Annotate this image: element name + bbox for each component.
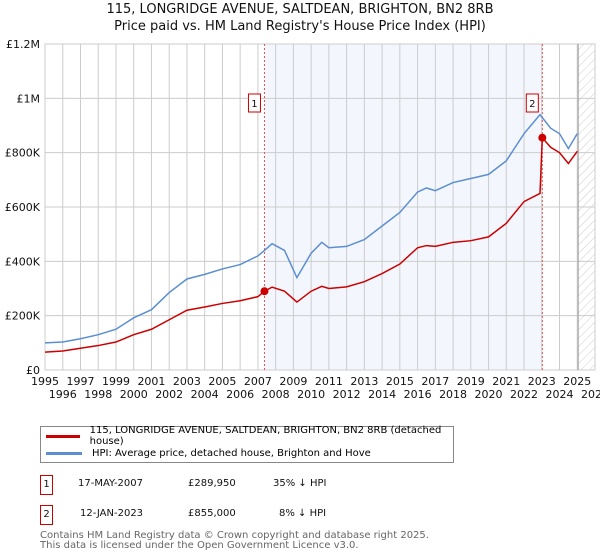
y-tick-label: £800K [5, 147, 41, 160]
x-tick-label: 2007 [244, 375, 272, 388]
transaction-hpi: 8% ↓ HPI [279, 508, 327, 519]
x-tick-label: 2013 [350, 375, 378, 388]
y-tick-label: £200K [5, 310, 41, 323]
x-tick-label: 2008 [262, 388, 290, 401]
x-tick-label: 2005 [208, 375, 236, 388]
x-tick-label: 2006 [226, 388, 254, 401]
transaction-price: £289,950 [188, 478, 236, 489]
transaction-date: 17-MAY-2007 [78, 478, 144, 489]
x-tick-label: 2023 [528, 375, 556, 388]
x-tick-label: 2001 [137, 375, 165, 388]
x-tick-label: 2018 [439, 388, 467, 401]
x-tick-label: 2003 [173, 375, 201, 388]
footer-line-2: This data is licensed under the Open Gov… [40, 540, 359, 551]
transaction-row: 1 17-MAY-2007 £289,950 35% ↓ HPI [40, 475, 440, 495]
transaction-marker: 2 [40, 505, 53, 525]
price-paid-line [44, 135, 578, 353]
transaction-date: 12-JAN-2023 [80, 508, 144, 519]
chart-title: 115, LONGRIDGE AVENUE, SALTDEAN, BRIGHTO… [106, 2, 494, 17]
x-tick-label: 2009 [279, 375, 307, 388]
x-tick-label: 2025 [563, 375, 591, 388]
x-tick-label: 2012 [333, 388, 361, 401]
x-tick-label: 2020 [475, 388, 503, 401]
legend-label-hpi: HPI: Average price, detached house, Brig… [92, 447, 371, 459]
y-tick-label: £1.2M [6, 38, 40, 51]
sale-label: 1 [251, 99, 257, 110]
legend-label-property: 115, LONGRIDGE AVENUE, SALTDEAN, BRIGHTO… [89, 425, 442, 447]
legend: 115, LONGRIDGE AVENUE, SALTDEAN, BRIGHTO… [40, 425, 454, 463]
x-tick-label: 2016 [404, 388, 432, 401]
sale-label-box [525, 93, 539, 113]
x-tick-label: 2000 [120, 388, 148, 401]
x-tick-label: 1997 [66, 375, 94, 388]
legend-swatch-hpi [46, 451, 82, 455]
y-tick-label: £600K [5, 201, 41, 214]
x-tick-label: 2019 [457, 375, 485, 388]
x-tick-label: 2002 [155, 388, 183, 401]
transaction-price: £855,000 [188, 508, 236, 519]
x-tick-label: 2026 [581, 388, 600, 401]
y-tick-label: £1M [17, 92, 41, 105]
x-tick-label: 2004 [191, 388, 219, 401]
x-tick-label: 2014 [368, 388, 396, 401]
x-tick-label: 1999 [102, 375, 130, 388]
transaction-row: 2 12-JAN-2023 £855,000 8% ↓ HPI [40, 505, 440, 525]
x-tick-label: 1995 [31, 375, 59, 388]
sale-point [538, 133, 547, 142]
x-tick-label: 2017 [421, 375, 449, 388]
y-tick-label: £0 [26, 364, 40, 377]
footer: Contains HM Land Registry data © Crown c… [40, 531, 429, 551]
x-tick-label: 1998 [84, 388, 112, 401]
sale-label: 2 [529, 99, 535, 110]
x-tick-label: 1996 [49, 388, 77, 401]
x-tick-label: 2010 [297, 388, 325, 401]
footer-line-1: Contains HM Land Registry data © Crown c… [40, 530, 429, 541]
sale-point [260, 287, 269, 296]
sale-label-box [247, 93, 261, 113]
legend-swatch-property [46, 434, 80, 438]
x-tick-label: 2021 [492, 375, 520, 388]
x-tick-label: 2015 [386, 375, 414, 388]
y-tick-label: £400K [5, 255, 41, 268]
x-tick-label: 2024 [546, 388, 574, 401]
chart-subtitle: Price paid vs. HM Land Registry's House … [114, 19, 486, 34]
hpi-line [44, 113, 578, 344]
transaction-hpi: 35% ↓ HPI [273, 478, 327, 489]
plot-border [44, 43, 596, 371]
x-tick-label: 2011 [315, 375, 343, 388]
x-tick-label: 2022 [510, 388, 538, 401]
transaction-marker: 1 [40, 475, 53, 495]
price-chart: 1995199619971998199920002001200220032004… [5, 38, 600, 401]
